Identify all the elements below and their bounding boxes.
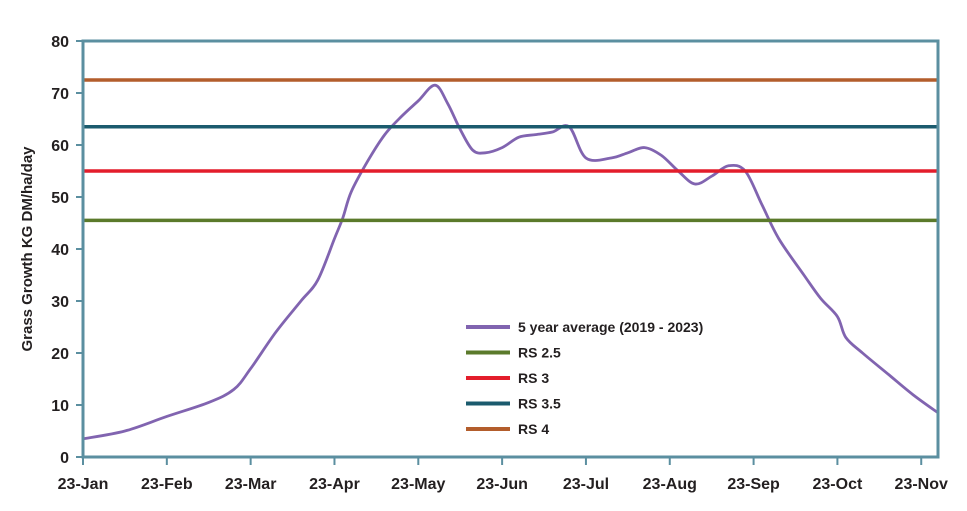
y-tick-label: 70 xyxy=(51,86,69,103)
legend: 5 year average (2019 - 2023) RS 2.5 RS 3 RS… xyxy=(466,319,703,437)
plot-frame xyxy=(81,39,940,459)
y-tick-label: 30 xyxy=(51,294,69,311)
x-tick-label: 23-Aug xyxy=(643,476,697,493)
legend-label: RS 3 xyxy=(518,370,549,386)
legend-label: RS 2.5 xyxy=(518,345,561,361)
x-axis: 23-Jan 23-Feb 23-Mar 23-Apr 23-May 23-Jun 23-J… xyxy=(58,457,948,493)
legend-label: RS 4 xyxy=(518,421,549,437)
y-axis: 0 10 20 30 40 50 60 70 80 xyxy=(51,34,83,467)
x-tick-label: 23-Apr xyxy=(309,476,360,493)
y-tick-label: 60 xyxy=(51,138,69,155)
x-tick-label: 23-Jul xyxy=(563,476,609,493)
x-tick-label: 23-Oct xyxy=(813,476,863,493)
x-tick-label: 23-Mar xyxy=(225,476,277,493)
x-tick-label: 23-Nov xyxy=(895,476,948,493)
legend-label: RS 3.5 xyxy=(518,396,561,412)
x-tick-label: 23-Jun xyxy=(476,476,528,493)
y-axis-label: Grass Growth KG DM/ha/day xyxy=(19,146,36,352)
x-tick-label: 23-Jan xyxy=(58,476,109,493)
y-tick-label: 40 xyxy=(51,242,69,259)
x-tick-label: 23-May xyxy=(391,476,445,493)
legend-label: 5 year average (2019 - 2023) xyxy=(518,319,703,335)
series-lines xyxy=(81,78,940,441)
x-tick-label: 23-Feb xyxy=(141,476,193,493)
y-tick-label: 0 xyxy=(60,450,69,467)
x-tick-label: 23-Sep xyxy=(727,476,780,493)
y-tick-label: 50 xyxy=(51,190,69,207)
y-tick-label: 20 xyxy=(51,346,69,363)
series-line-5-year-average xyxy=(81,83,940,441)
y-tick-label: 80 xyxy=(51,34,69,51)
y-tick-label: 10 xyxy=(51,398,69,415)
